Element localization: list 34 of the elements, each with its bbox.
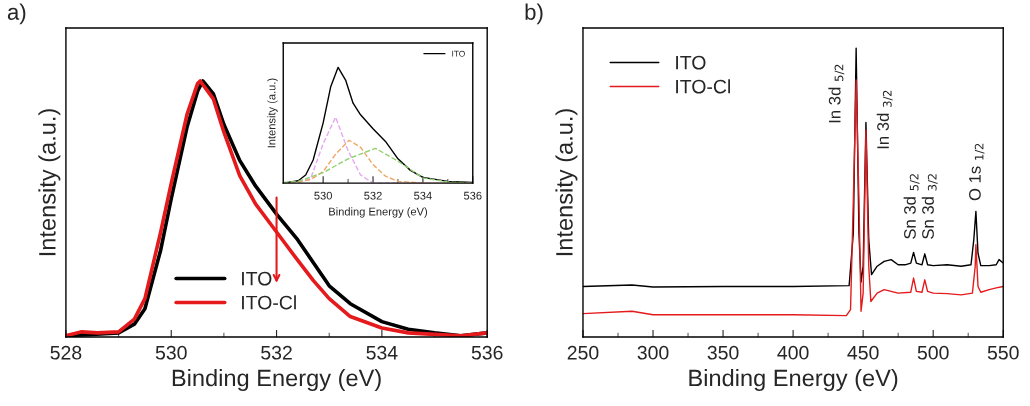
x-tick-label: 530 [314, 191, 332, 200]
x-tick-label: 500 [917, 345, 949, 360]
x-tick-label: 536 [471, 345, 503, 360]
x-axis-title: Binding Energy (eV) [329, 207, 428, 218]
x-tick-label: 530 [155, 345, 187, 360]
x-tick-label: 250 [567, 345, 599, 360]
x-axis-title: Binding Energy (eV) [172, 368, 381, 391]
chart-title: a) [7, 3, 26, 25]
annotation: Sn 3d $_{5/2}$ [903, 174, 920, 239]
x-tick-label: 550 [987, 345, 1019, 360]
x-tick-label: 532 [261, 345, 292, 360]
x-tick-label: 300 [637, 345, 669, 360]
x-axis-title: Binding Energy (eV) [689, 368, 898, 391]
x-tick-label: 536 [463, 191, 482, 200]
annotation: In 3d $_{3/2}$ [876, 90, 893, 149]
annotation: O 1s $_{1/2}$ [969, 143, 985, 201]
x-tick-label: 400 [777, 345, 809, 360]
x-tick-label: 534 [366, 345, 398, 360]
x-tick-label: 350 [707, 345, 739, 360]
legend-label: ITO-Cl [676, 79, 730, 94]
x-tick-label: 532 [364, 191, 382, 200]
annotation: Sn 3d $_{3/2}$ [921, 174, 938, 239]
x-tick-label: 528 [50, 345, 82, 360]
y-axis-title: Intensity (a.u.) [555, 109, 578, 256]
legend-label: ITO-Cl [242, 295, 296, 310]
legend-label: ITO [452, 50, 465, 57]
x-tick-label: 534 [414, 191, 432, 200]
chart-title: b) [525, 3, 543, 25]
x-tick-label: 450 [847, 345, 879, 360]
y-axis-title: Intensity (a.u.) [267, 78, 278, 148]
legend-label: ITO [676, 55, 706, 70]
y-axis-title: Intensity (a.u.) [38, 109, 61, 256]
legend-label: ITO [242, 271, 272, 286]
annotation: In 3d $_{5/2}$ [828, 64, 845, 123]
